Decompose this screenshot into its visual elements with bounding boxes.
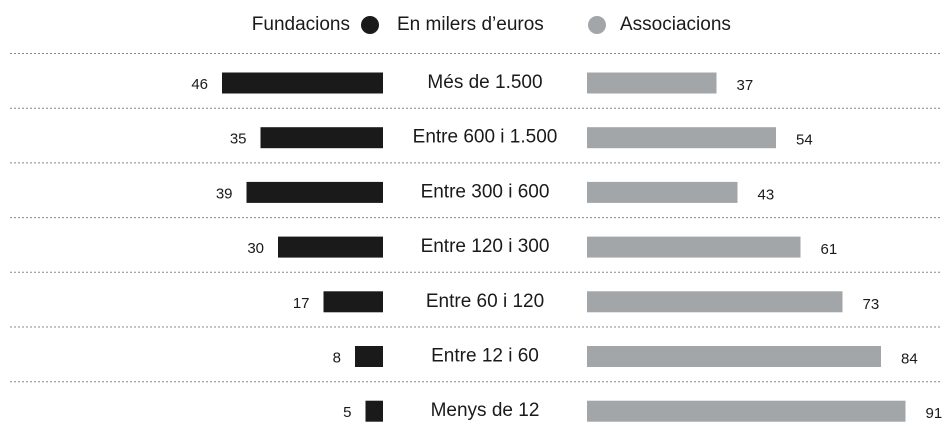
bar — [587, 181, 738, 203]
bar — [222, 72, 383, 94]
value-label: 39 — [216, 185, 233, 202]
bar — [587, 72, 717, 94]
bar — [587, 291, 843, 313]
legend-swatch — [588, 16, 606, 34]
category-label: Entre 60 i 120 — [426, 291, 544, 312]
bar — [355, 346, 383, 367]
value-label: 30 — [247, 240, 264, 257]
bar — [260, 127, 383, 149]
value-label: 91 — [926, 405, 943, 422]
category-label: Entre 300 i 600 — [421, 181, 550, 202]
value-label: 84 — [901, 350, 918, 367]
bar — [278, 236, 383, 258]
value-label: 8 — [333, 349, 341, 366]
value-label: 43 — [758, 186, 775, 203]
value-label: 17 — [293, 295, 310, 312]
category-label: Menys de 12 — [431, 400, 540, 421]
category-label: Entre 600 i 1.500 — [413, 127, 558, 148]
value-label: 73 — [863, 296, 880, 313]
category-label: Més de 1.500 — [427, 72, 542, 93]
bar — [365, 400, 383, 422]
value-label: 5 — [343, 404, 351, 421]
value-label: 61 — [821, 241, 838, 258]
bar — [587, 346, 881, 367]
category-label: Entre 120 i 300 — [421, 236, 550, 257]
bar — [246, 181, 383, 203]
bar — [587, 400, 906, 422]
category-label: Entre 12 i 60 — [431, 346, 539, 367]
legend-label: Associacions — [620, 14, 731, 35]
bar — [587, 127, 776, 149]
bar — [323, 291, 383, 313]
value-label: 46 — [191, 76, 208, 93]
legend-swatch — [361, 16, 379, 34]
chart-subtitle: En milers d’euros — [397, 14, 544, 35]
value-label: 35 — [230, 131, 247, 148]
value-label: 54 — [796, 132, 813, 149]
value-label: 37 — [737, 77, 754, 94]
bar — [587, 236, 801, 258]
legend-label: Fundacions — [252, 14, 350, 35]
